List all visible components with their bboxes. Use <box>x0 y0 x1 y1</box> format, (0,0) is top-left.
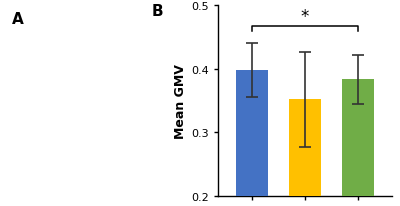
Text: *: * <box>301 8 309 26</box>
Text: B: B <box>152 4 163 19</box>
Y-axis label: Mean GMV: Mean GMV <box>174 64 187 138</box>
Text: A: A <box>12 12 24 27</box>
Bar <box>289 100 321 206</box>
Bar <box>236 71 268 206</box>
Bar <box>342 80 374 206</box>
